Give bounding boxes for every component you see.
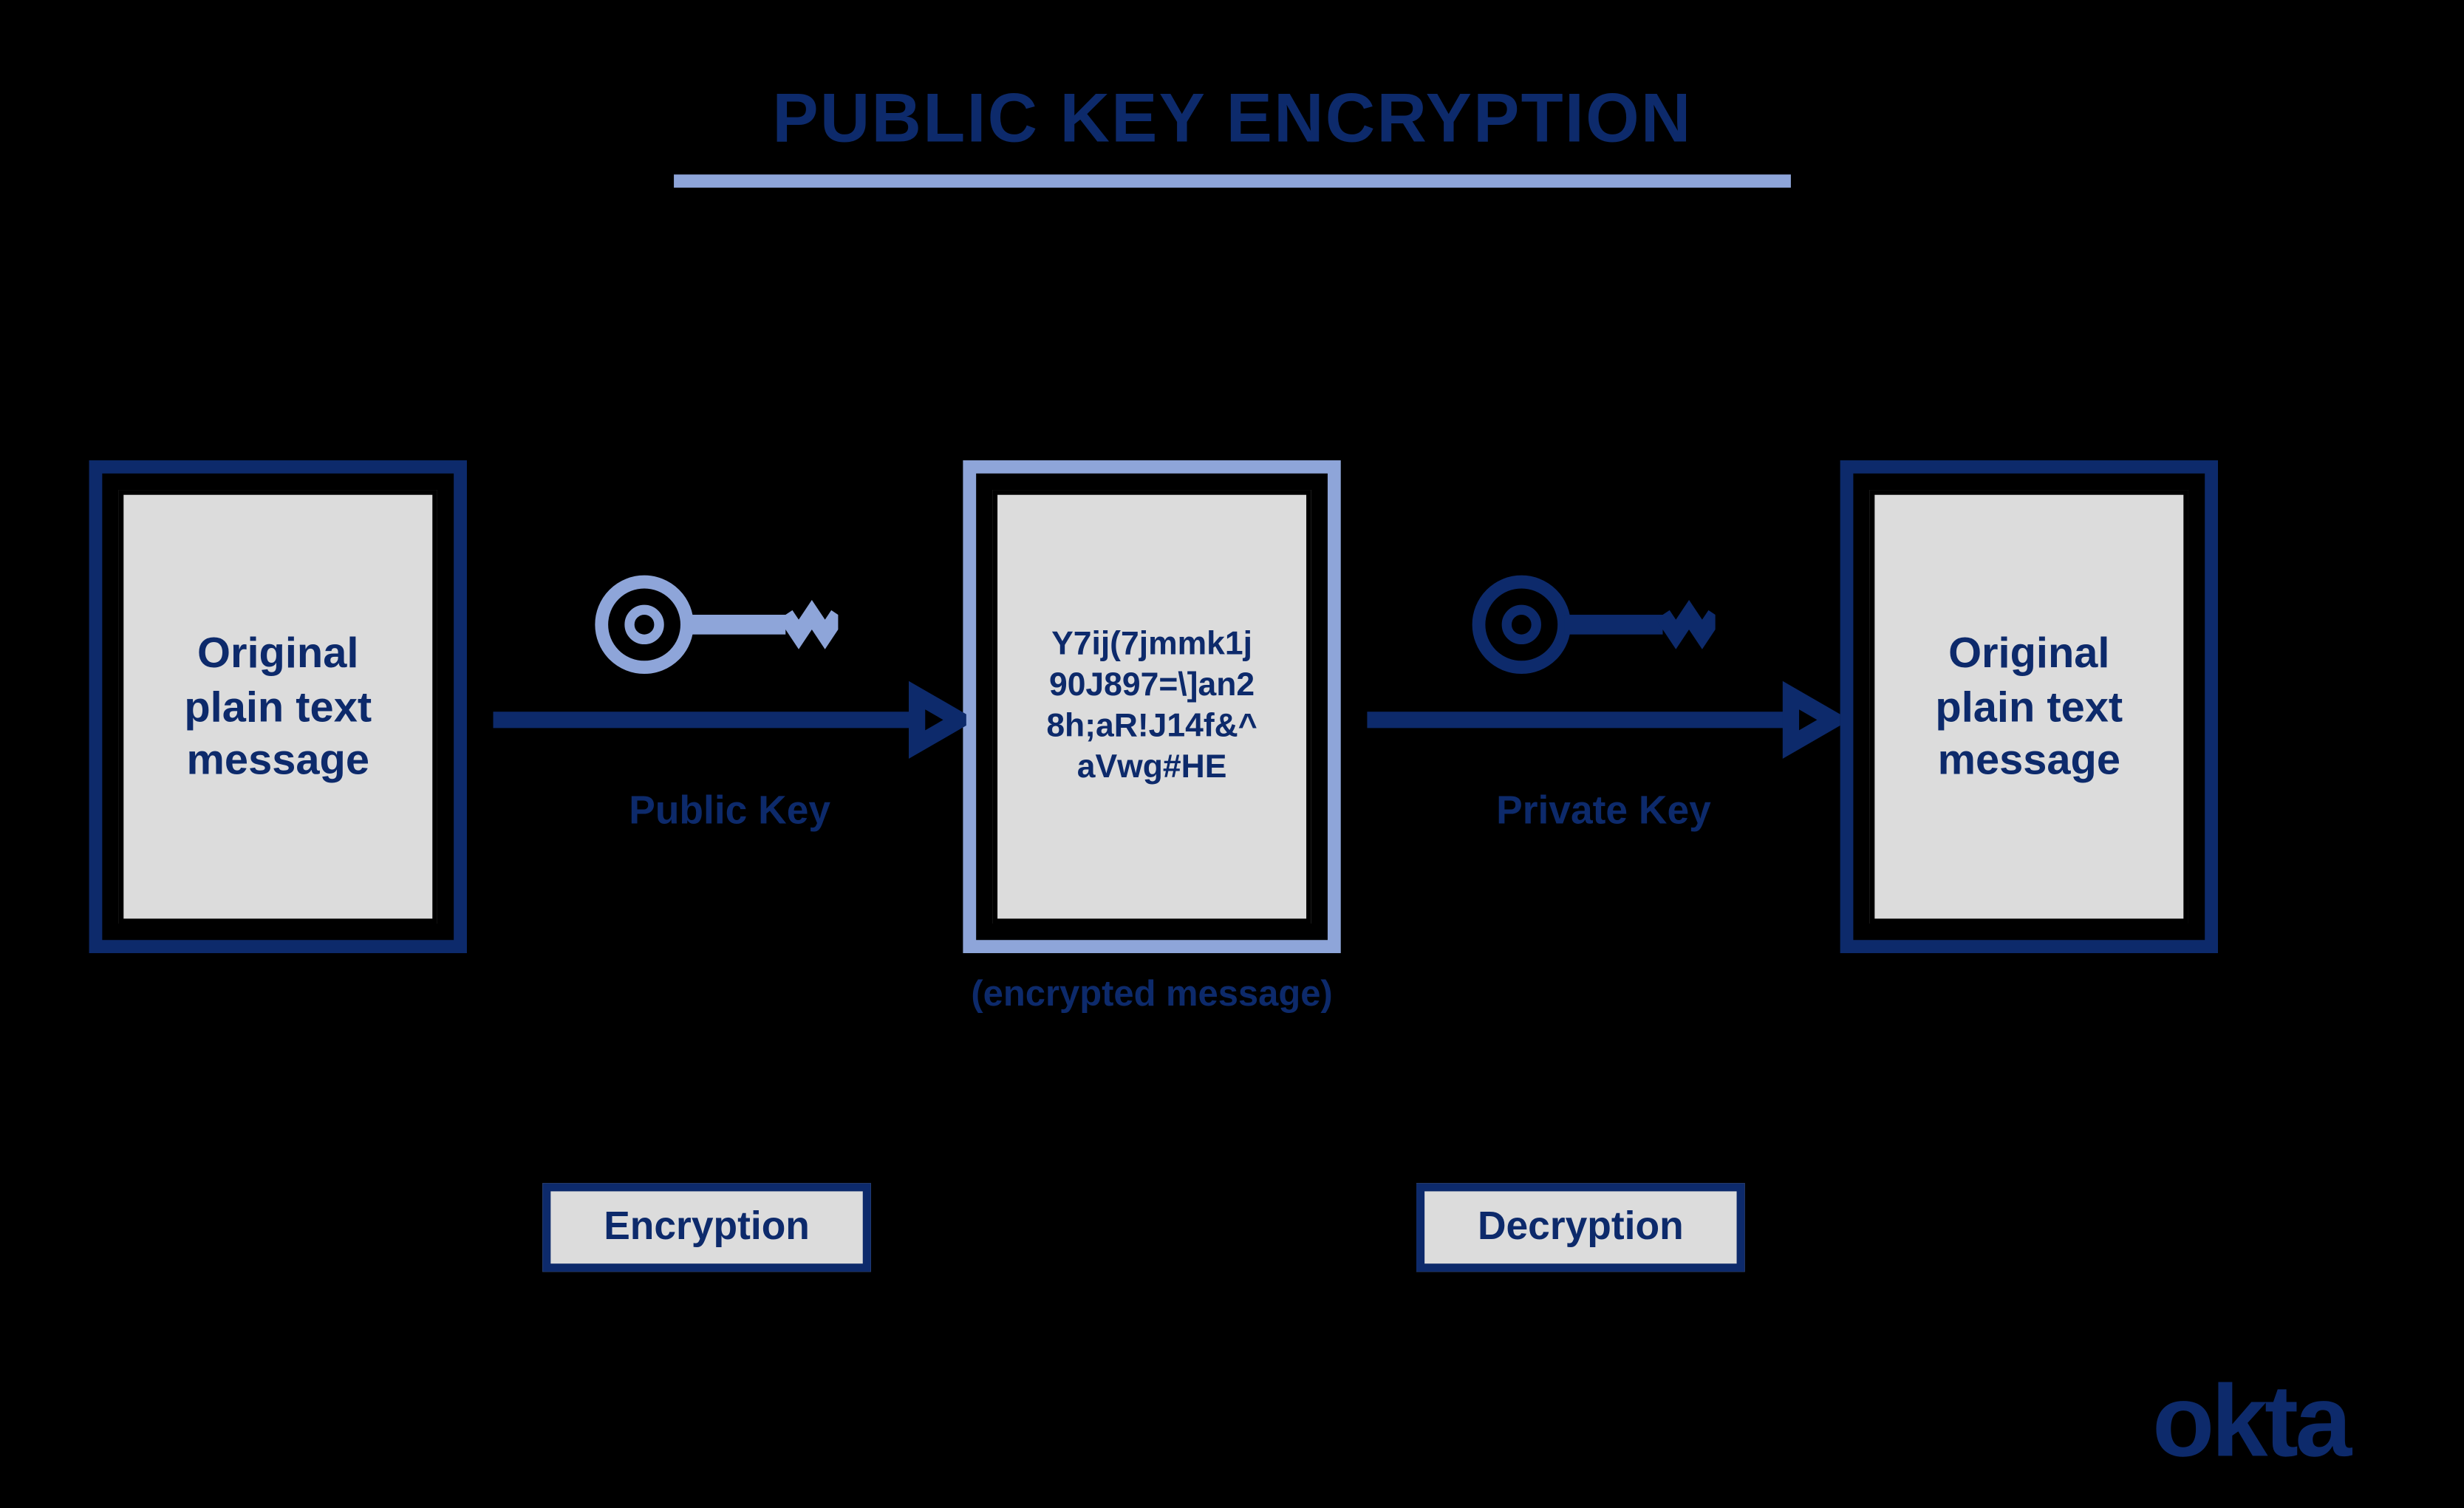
encryption-process-box: Encryption (542, 1183, 871, 1272)
plaintext-source-text: Original plain text message (118, 490, 437, 924)
encryption-process-label: Encryption (604, 1204, 810, 1250)
diagram-title: PUBLIC KEY ENCRYPTION (772, 79, 1692, 158)
private-key-label: Private Key (1367, 788, 1840, 834)
plaintext-result-text: Original plain text message (1869, 490, 2188, 924)
ciphertext-caption: (encrypted message) (963, 972, 1340, 1015)
title-underline (674, 174, 1791, 188)
decryption-process-label: Decryption (1477, 1204, 1683, 1250)
private-key-icon (1469, 559, 1715, 698)
public-key-icon (591, 559, 837, 698)
ciphertext-text: Y7ij(7jmmk1j 90J897=\]an2 8h;aR!J14f&^ a… (992, 490, 1311, 924)
public-key-label: Public Key (493, 788, 966, 834)
plaintext-result-box: Original plain text message (1840, 460, 2217, 953)
plaintext-source-box: Original plain text message (89, 460, 466, 953)
ciphertext-box: Y7ij(7jmmk1j 90J897=\]an2 8h;aR!J14f&^ a… (963, 460, 1340, 953)
decryption-process-box: Decryption (1416, 1183, 1745, 1272)
okta-logo: okta (2152, 1363, 2349, 1480)
